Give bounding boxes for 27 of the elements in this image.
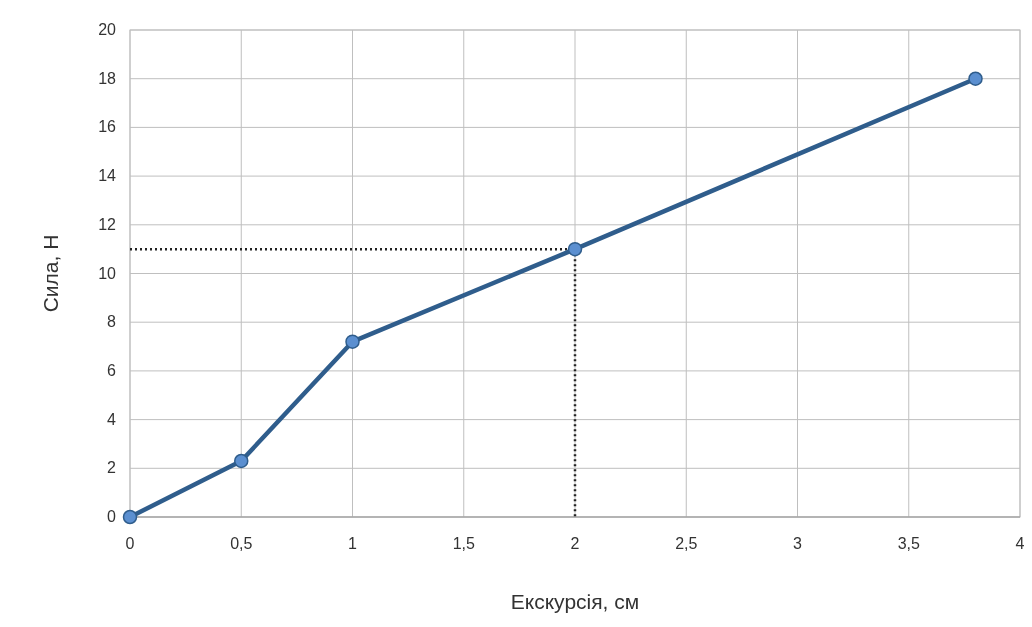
y-axis-title: Сила, Н [39, 234, 62, 313]
x-tick-label: 1 [348, 535, 358, 552]
x-tick-label: 3,5 [897, 535, 920, 552]
x-tick-label: 2,5 [675, 535, 698, 552]
y-tick-label: 20 [98, 21, 117, 38]
y-tick-label: 12 [98, 215, 117, 233]
point [567, 241, 583, 257]
y-tick-label: 6 [107, 361, 117, 379]
x-tick-label: 1,5 [452, 535, 475, 552]
y-tick-label: 4 [107, 410, 117, 428]
y-tick-label: 10 [98, 264, 117, 282]
x-tick-label: 2 [570, 535, 580, 552]
x-axis-title: Екскурсія, см [510, 590, 640, 613]
y-tick-label: 8 [107, 313, 117, 331]
y-tick-label: 0 [107, 508, 117, 525]
y-tick-label: 14 [98, 167, 117, 185]
x-tick-label: 0,5 [230, 535, 253, 552]
point [345, 334, 360, 349]
point [968, 71, 983, 86]
x-tick-label: 4 [1015, 535, 1025, 552]
y-tick-label: 16 [98, 118, 117, 136]
y-tick-label: 2 [107, 459, 117, 477]
x-tick-label: 3 [793, 535, 803, 552]
y-tick-label: 18 [98, 69, 117, 87]
point [234, 453, 249, 469]
x-tick-label: 0 [125, 535, 135, 552]
point [122, 509, 138, 525]
